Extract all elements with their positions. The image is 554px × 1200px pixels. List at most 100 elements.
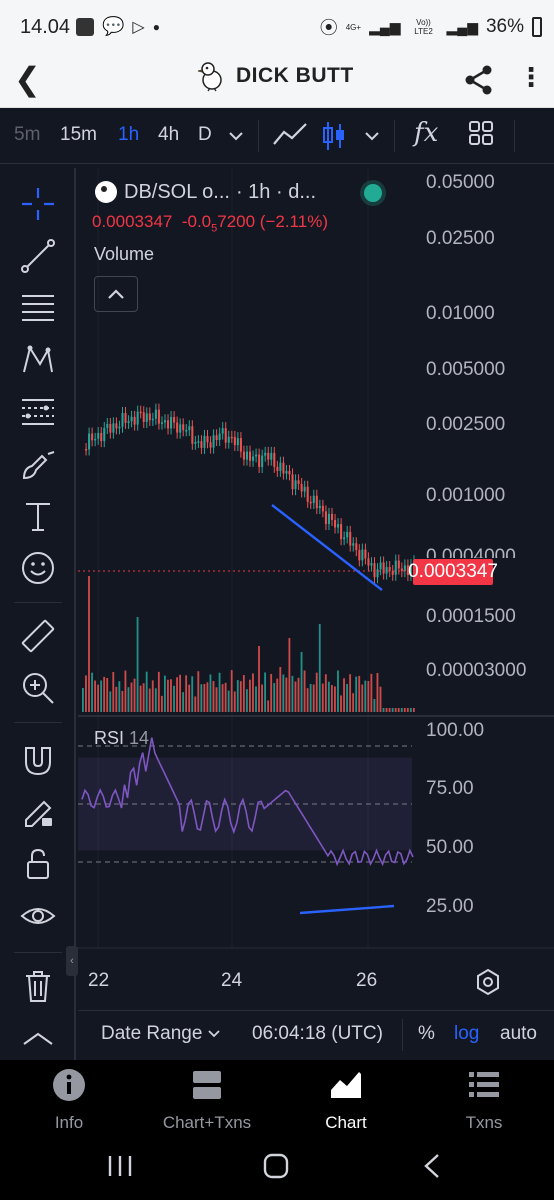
volume-bar bbox=[209, 674, 212, 712]
gallery-icon bbox=[76, 17, 94, 36]
emoji-icon[interactable] bbox=[18, 548, 58, 588]
volume-bar bbox=[212, 681, 215, 712]
volume-bar bbox=[130, 682, 133, 712]
market-status-icon bbox=[364, 184, 382, 202]
share-icon[interactable] bbox=[464, 64, 494, 96]
layout-grid-icon[interactable] bbox=[468, 120, 494, 146]
volume-bar bbox=[382, 708, 385, 712]
collapse-legend-button[interactable] bbox=[94, 276, 138, 312]
log-scale-toggle[interactable]: log bbox=[454, 1023, 480, 1044]
candle bbox=[264, 452, 267, 456]
auto-scale-toggle[interactable]: auto bbox=[500, 1023, 537, 1044]
brush-icon[interactable] bbox=[18, 444, 58, 484]
recents-icon[interactable] bbox=[106, 1152, 134, 1180]
line-chart-icon[interactable] bbox=[272, 120, 308, 150]
candle bbox=[173, 417, 176, 423]
volume-bar bbox=[245, 689, 248, 712]
volume-bar bbox=[142, 683, 145, 712]
timeframe-4h[interactable]: 4h bbox=[158, 124, 180, 145]
percent-scale-toggle[interactable]: % bbox=[418, 1023, 435, 1044]
volume-bar bbox=[173, 685, 175, 712]
volume-bar bbox=[151, 680, 154, 712]
trend-line-icon[interactable] bbox=[18, 236, 58, 276]
volume-bar bbox=[148, 688, 151, 712]
volume-label[interactable]: Volume bbox=[94, 244, 155, 264]
play-store-icon: ▷ bbox=[132, 18, 145, 36]
nav-chart-txns[interactable]: Chart+Txns bbox=[147, 1068, 267, 1133]
unlock-icon[interactable] bbox=[18, 844, 58, 884]
more-vert-icon[interactable]: ⋮ bbox=[518, 62, 544, 92]
chevron-down-icon[interactable] bbox=[228, 130, 244, 142]
crosshair-icon[interactable] bbox=[18, 184, 58, 224]
timeframe-15m[interactable]: 15m bbox=[60, 124, 97, 145]
chevron-left-icon[interactable]: ‹ bbox=[66, 946, 78, 976]
utc-clock[interactable]: 06:04:18 (UTC) bbox=[252, 1023, 383, 1044]
price-change-row: 0.0003347 -0.057200 (−2.11%) bbox=[92, 212, 328, 234]
volume-bar bbox=[200, 684, 203, 712]
timeframe-5m[interactable]: 5m bbox=[14, 124, 41, 145]
rsi-label[interactable]: RSI 14 bbox=[94, 728, 149, 749]
back-arrow-icon[interactable]: ❮ bbox=[14, 61, 41, 97]
volume-bar bbox=[100, 680, 103, 712]
volume-bar bbox=[376, 672, 379, 712]
nav-txns[interactable]: Txns bbox=[424, 1068, 544, 1133]
volume-bar bbox=[170, 679, 172, 712]
candle bbox=[133, 416, 136, 425]
chart-canvas[interactable] bbox=[78, 168, 554, 1010]
nav-chart-txns-label: Chart+Txns bbox=[162, 1113, 252, 1132]
candlestick-icon[interactable] bbox=[322, 120, 346, 152]
timeframe-d[interactable]: D bbox=[198, 124, 212, 145]
candle bbox=[282, 462, 285, 474]
candle bbox=[352, 543, 355, 546]
layers-icon[interactable] bbox=[18, 1024, 58, 1064]
zoom-in-icon[interactable] bbox=[18, 668, 58, 708]
candle bbox=[239, 438, 242, 452]
prediction-tool-icon[interactable] bbox=[18, 392, 58, 432]
eye-icon[interactable] bbox=[18, 896, 58, 936]
date-range-button[interactable]: Date Range bbox=[101, 1023, 220, 1045]
volume-bar bbox=[318, 624, 321, 712]
candle bbox=[261, 455, 264, 468]
time-axis-label: 22 bbox=[88, 970, 110, 991]
chart-area[interactable]: DB/SOL o... · 1h · d... 0.0003347 -0.057… bbox=[78, 168, 554, 1010]
magnet-icon[interactable] bbox=[18, 740, 58, 780]
settings-icon[interactable] bbox=[474, 968, 502, 996]
home-icon[interactable] bbox=[262, 1152, 290, 1180]
indicators-icon[interactable]: fx bbox=[414, 118, 439, 148]
timeframe-1h[interactable]: 1h bbox=[118, 124, 140, 145]
pattern-tool-icon[interactable] bbox=[18, 340, 58, 380]
candle bbox=[321, 505, 324, 512]
status-bar: 14.04 💬 ▷ ● ⦿ 4G+ ▂▄▆ Vo)) LTE2 ▂▄▆ 36% bbox=[0, 0, 554, 54]
volume-bar bbox=[127, 687, 130, 712]
candle bbox=[273, 452, 276, 467]
chevron-down-icon[interactable] bbox=[364, 130, 380, 142]
candle bbox=[312, 495, 315, 503]
volume-bar bbox=[252, 673, 254, 712]
back-icon[interactable] bbox=[420, 1152, 444, 1180]
volume-bar bbox=[206, 682, 209, 712]
candle bbox=[279, 462, 282, 471]
bottom-navigation: Info Chart+Txns Chart Txns bbox=[0, 1060, 554, 1140]
candle bbox=[109, 424, 112, 433]
nav-chart[interactable]: Chart bbox=[286, 1068, 406, 1133]
volume-bar bbox=[160, 695, 163, 712]
price-axis-label: 0.001000 bbox=[426, 485, 506, 506]
notification-icons: 💬 ▷ ● bbox=[76, 16, 160, 37]
fib-retracement-icon[interactable] bbox=[18, 288, 58, 328]
volume-bar bbox=[221, 684, 224, 712]
volume-bar bbox=[315, 672, 318, 712]
volume-bar bbox=[194, 696, 197, 712]
info-icon bbox=[53, 1069, 85, 1101]
rsi-name: RSI bbox=[94, 728, 125, 748]
trash-icon[interactable] bbox=[18, 966, 58, 1006]
volume-bar bbox=[291, 675, 294, 712]
volume-bar bbox=[409, 708, 412, 712]
volume-bar bbox=[82, 688, 84, 712]
chart-symbol[interactable]: DB/SOL o... bbox=[124, 180, 230, 203]
lock-drawings-icon[interactable] bbox=[18, 792, 58, 832]
text-tool-icon[interactable] bbox=[18, 496, 58, 536]
candle bbox=[112, 423, 115, 433]
nav-info[interactable]: Info bbox=[9, 1068, 129, 1133]
rsi-axis-label: 75.00 bbox=[426, 778, 474, 799]
ruler-icon[interactable] bbox=[18, 616, 58, 656]
